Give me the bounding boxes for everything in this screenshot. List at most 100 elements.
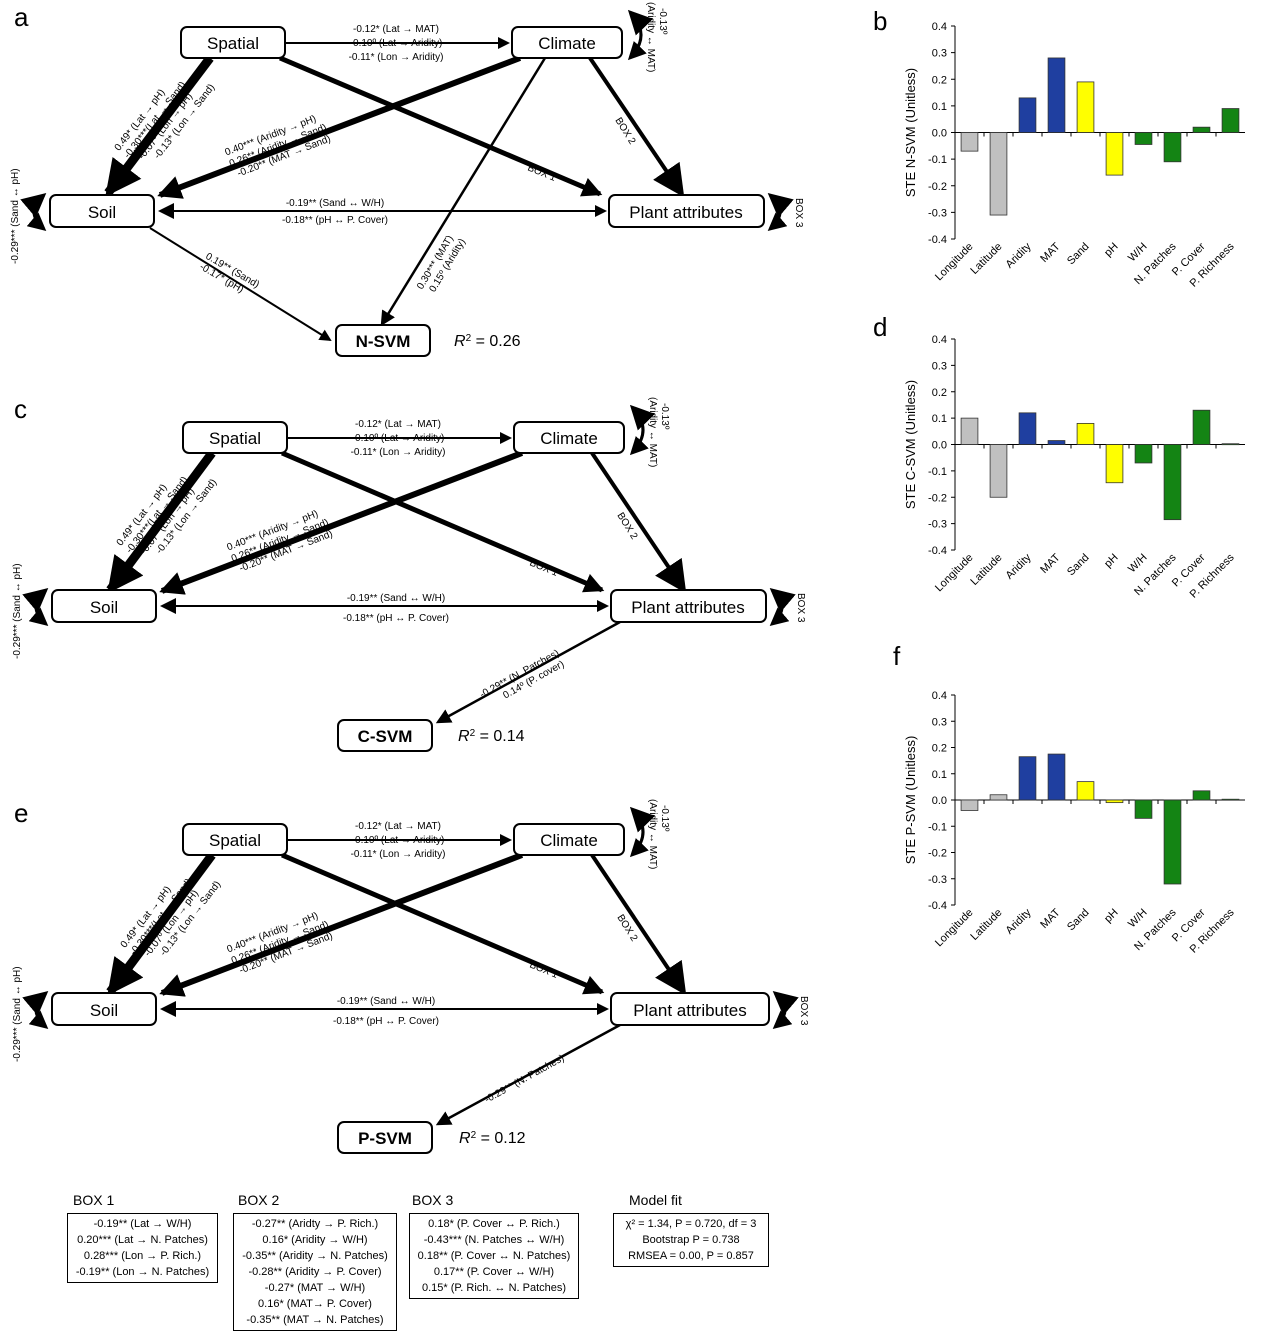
bar-chart-psvm: 0.4 0.3 0.2 0.1 0.0 -0.1 -0.2 -0.3 -0.4 STE P-SVM…: [903, 690, 1245, 956]
bar-chart-nsvm: 0.4 0.3 0.2 0.1 0.0 -0.1 -0.2 -0.3 -0.4 STE N-SVM…: [903, 21, 1245, 290]
y-tick-label: 0.4: [932, 690, 947, 702]
y-tick-label: -0.4: [928, 545, 947, 557]
y-tick-label: -0.1: [928, 821, 947, 833]
panel-letter-d: d: [873, 312, 887, 342]
panel-letter-e: e: [14, 798, 28, 828]
bar: [960, 417, 979, 445]
x-tick-label: Latitude: [968, 241, 1004, 277]
label-box3-e: BOX 3: [798, 996, 809, 1026]
model-fit-line: RMSEA = 0.00, P = 0.857: [628, 1250, 754, 1262]
x-tick-label: Sand: [1065, 552, 1092, 579]
model-fit-title: Model fit: [629, 1192, 682, 1208]
panel-letter-a: a: [14, 2, 29, 32]
y-tick-label: 0.2: [932, 74, 947, 86]
label-box3-c: BOX 3: [795, 593, 806, 623]
box3-line: 0.18** (P. Cover ↔ N. Patches): [417, 1250, 571, 1262]
bar: [1047, 753, 1066, 801]
label-spatial-climate-c-1: -0.12* (Lat → MAT): [355, 419, 441, 430]
x-tick-label: W/H: [1126, 552, 1150, 576]
y-tick-label: -0.3: [928, 519, 947, 531]
bar: [989, 794, 1008, 801]
label-climate-cov-c-2: (Aridity ↔ MAT): [647, 397, 658, 467]
y-tick-label: 0.1: [932, 769, 947, 781]
bar: [1076, 422, 1095, 445]
x-tick-label: Longitude: [933, 241, 976, 284]
y-tick-label: 0.1: [932, 101, 947, 113]
label-plant-psvm-1: -0.29** (N. Patches): [483, 1053, 566, 1106]
y-tick-label: 0.2: [932, 387, 947, 399]
panel-letter-f: f: [893, 641, 901, 671]
y-tick-label: 0.1: [932, 413, 947, 425]
box2-line: -0.35** (Aridity → N. Patches): [242, 1250, 388, 1262]
box1-table: -0.19** (Lat → W/H) 0.20*** (Lat → N. Pa…: [67, 1213, 218, 1283]
bar: [1221, 798, 1240, 801]
x-tick-label: Sand: [1065, 241, 1092, 268]
box3-title: BOX 3: [412, 1192, 454, 1208]
box2-line: 0.16* (MAT→ P. Cover): [258, 1298, 372, 1310]
box3-line: 0.18* (P. Cover ↔ P. Rich.): [428, 1218, 560, 1230]
y-tick-label: -0.2: [928, 848, 947, 860]
label-box1-a: BOX 1: [526, 163, 558, 184]
label-soil-cov-e: -0.29*** (Sand ↔ pH): [12, 966, 23, 1062]
y-tick-label: -0.3: [928, 874, 947, 886]
y-tick-label: 0.3: [932, 360, 947, 372]
label-soil-cov-c: -0.29*** (Sand ↔ pH): [12, 563, 23, 659]
y-tick-label: -0.4: [928, 234, 947, 246]
sem-diagram-e: Spatial Climate Soil Plant attributes P-…: [12, 799, 809, 1154]
y-axis-label: STE N-SVM (Unitless): [903, 68, 918, 197]
x-tick-label: Aridity: [1004, 240, 1034, 270]
label-soil-plant-e-2: -0.18** (pH ↔ P. Cover): [333, 1016, 439, 1027]
node-plant-a: Plant attributes: [629, 203, 742, 222]
node-spatial-e: Spatial: [209, 831, 261, 850]
node-spatial-a: Spatial: [207, 34, 259, 53]
r2-e: R2 = 0.12: [459, 1130, 526, 1148]
y-tick-label: 0.3: [932, 48, 947, 60]
bar: [1192, 409, 1211, 445]
label-soil-plant-2: -0.18** (pH ↔ P. Cover): [282, 215, 388, 226]
y-tick-label: 0.4: [932, 21, 947, 33]
bar: [1105, 132, 1124, 176]
box2-line: -0.27** (Aridty → P. Rich.): [251, 1218, 379, 1230]
y-tick-label: 0.2: [932, 743, 947, 755]
bar: [1221, 108, 1240, 133]
x-tick-label: MAT: [1038, 551, 1063, 576]
bar: [989, 444, 1008, 498]
x-tick-label: Aridity: [1004, 551, 1034, 581]
box1-line: 0.28*** (Lon → P. Rich.): [83, 1250, 202, 1262]
node-csvm: C-SVM: [358, 727, 413, 746]
box1-title: BOX 1: [73, 1192, 115, 1208]
y-tick-label: -0.2: [928, 181, 947, 193]
bar: [1163, 444, 1182, 521]
box2-table: -0.27** (Aridty → P. Rich.) 0.16* (Aridi…: [233, 1213, 397, 1331]
label-box3-a: BOX 3: [793, 198, 804, 228]
y-tick-label: -0.1: [928, 466, 947, 478]
box3-table: 0.18* (P. Cover ↔ P. Rich.) -0.43*** (N.…: [409, 1213, 579, 1299]
label-spatial-climate-e-1: -0.12* (Lat → MAT): [355, 821, 441, 832]
label-spatial-climate-1: -0.12* (Lat → MAT): [353, 24, 439, 35]
node-soil-c: Soil: [90, 598, 118, 617]
bar: [1192, 126, 1211, 133]
bar: [1134, 444, 1153, 464]
panel-letter-b: b: [873, 6, 887, 36]
box2-line: -0.28** (Aridity → P. Cover): [248, 1266, 382, 1278]
label-climate-cov-e-1: -0.13º: [659, 805, 670, 832]
bar: [1163, 799, 1182, 885]
x-tick-label: MAT: [1038, 240, 1063, 265]
node-plant-c: Plant attributes: [631, 598, 744, 617]
label-soil-plant-c-2: -0.18** (pH ↔ P. Cover): [343, 613, 449, 624]
box2-title: BOX 2: [238, 1192, 280, 1208]
r2-c: R2 = 0.14: [458, 728, 525, 746]
y-axis-label: STE C-SVM (Unitless): [903, 380, 918, 509]
panel-letter-c: c: [14, 394, 27, 424]
model-fit-line: Bootstrap P = 0.738: [642, 1234, 740, 1246]
node-nsvm: N-SVM: [356, 332, 411, 351]
box3-line: -0.43*** (N. Patches ↔ W/H): [423, 1234, 565, 1246]
sem-diagram-c: Spatial Climate Soil Plant attributes C-…: [12, 397, 806, 752]
x-tick-label: Latitude: [968, 907, 1004, 943]
x-tick-label: pH: [1102, 552, 1120, 570]
node-soil-e: Soil: [90, 1001, 118, 1020]
box1-line: -0.19** (Lon → N. Patches): [75, 1266, 210, 1278]
x-tick-label: W/H: [1126, 241, 1150, 265]
bar: [1134, 132, 1153, 145]
